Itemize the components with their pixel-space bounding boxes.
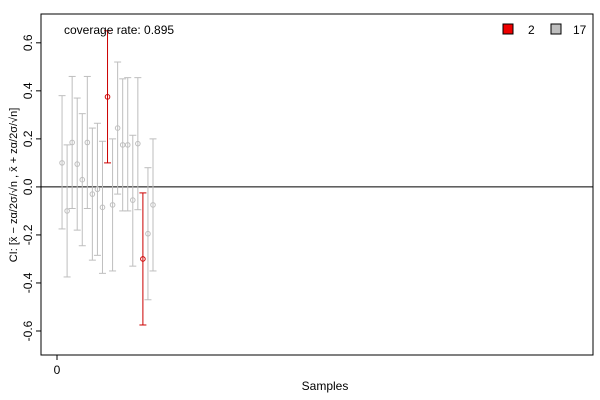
ci-center-point [59,160,65,166]
y-tick-label: 0.0 [21,178,35,195]
ci-center-point [64,208,70,214]
ci-covering [68,75,76,210]
ci-center-point [89,191,96,197]
axis-ticks: -0.6 -0.4 -0.2 0.0 0.2 0.4 0.6 0 [21,34,61,377]
ci-center-point [140,256,146,262]
y-tick-label: -0.6 [21,320,35,341]
ci-covering [114,61,122,195]
ci-center-point [79,176,86,183]
y-tick-label: -0.2 [21,224,35,245]
ci-covering [98,140,106,274]
plot-frame [40,13,594,356]
ci-center-point [150,202,156,208]
ci-center-point [99,204,106,211]
y-tick-label: 0.6 [21,34,35,51]
ci-center-point [114,125,121,131]
ci-covering [93,122,101,256]
ci-covering [109,138,117,272]
ci-center-point [135,140,141,147]
error-bars [58,30,157,326]
y-tick-label: -0.4 [21,272,35,293]
ci-covering [134,77,142,211]
ci-covering [129,134,137,267]
ci-covering [124,77,132,212]
ci-center-point [129,197,136,203]
ci-covering [58,95,66,230]
ci-covering [88,127,96,261]
legend-label-covered: 17 [573,23,587,37]
y-axis-label: CI: [x̄ − zα/2σ/√n , x̄ + zα/2σ/√n] [8,108,20,263]
legend-swatch-covered [550,23,562,35]
ci-covering [73,97,81,231]
x-axis-label: Samples [302,379,349,393]
ci-covering [83,75,91,210]
legend-swatch-missed [502,23,514,35]
ci-covering [63,144,71,278]
y-tick-label: 0.2 [21,130,35,147]
ci-covering [78,113,86,247]
ci-center-point [69,139,75,146]
ci-center-point [124,142,131,148]
ci-center-point [109,202,116,208]
ci-center-point [145,230,151,237]
coverage-annotation: coverage rate: 0.895 [64,23,174,37]
ci-center-point [84,139,91,146]
ci-covering [149,138,157,272]
ci-center-point [104,94,111,100]
ci-covering [144,167,152,301]
ci-missing [139,192,147,326]
x-tick-label: 0 [54,363,61,377]
ci-center-point [94,186,101,193]
legend-label-missed: 2 [528,23,535,37]
ci-center-point [74,161,81,167]
legend: 2 17 [502,23,587,37]
y-tick-label: 0.4 [21,82,35,99]
ci-missing [104,30,112,164]
